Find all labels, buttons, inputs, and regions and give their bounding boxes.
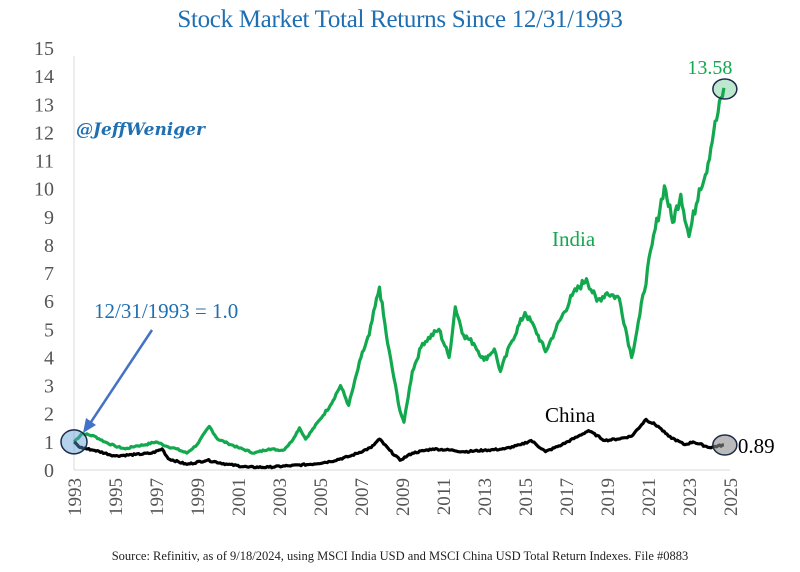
x-tick-label: 2011	[434, 478, 455, 515]
y-tick-label: 1	[44, 432, 54, 454]
end-markers	[60, 78, 738, 456]
start-marker	[60, 429, 88, 455]
y-tick-label: 5	[44, 319, 54, 341]
y-tick-label: 8	[44, 235, 54, 257]
y-tick-label: 0	[44, 460, 54, 482]
series-line-china	[73, 417, 725, 470]
x-tick-label: 2023	[680, 478, 701, 516]
y-tick-label: 10	[34, 179, 54, 201]
annotation-arrow	[87, 329, 154, 426]
x-tick-label: 2017	[557, 478, 578, 516]
axes	[73, 56, 730, 471]
y-tick-label: 7	[44, 263, 54, 285]
y-tick-label: 13	[34, 94, 54, 116]
y-tick-label: 3	[44, 376, 54, 398]
china-end-marker	[712, 434, 738, 456]
chart-title: Stock Market Total Returns Since 12/31/1…	[177, 6, 623, 33]
source-note: Source: Refinitiv, as of 9/18/2024, usin…	[111, 549, 689, 563]
x-tick-label: 2015	[516, 478, 537, 516]
x-tick-label: 2005	[311, 478, 332, 516]
x-tick-label: 2009	[393, 478, 414, 516]
y-tick-label: 9	[44, 207, 54, 229]
y-tick-label: 12	[34, 122, 54, 144]
series-line-india	[72, 87, 726, 455]
x-tick-label: 2001	[229, 478, 250, 516]
x-tick-label: 1993	[65, 478, 86, 516]
india-end-value: 13.58	[687, 57, 732, 79]
x-tick-label: 2013	[475, 478, 496, 516]
x-tick-label: 2025	[721, 478, 742, 516]
y-tick-label: 2	[44, 404, 54, 426]
india-end-marker	[712, 78, 738, 100]
x-axis-ticks: 1993 1995 1997 1999 2001 2003 2005 2007 2009 2011…	[65, 478, 742, 516]
x-tick-label: 2003	[270, 478, 291, 516]
series-lines	[72, 87, 726, 470]
x-tick-label: 2019	[598, 478, 619, 516]
x-tick-label: 1999	[188, 478, 209, 516]
x-tick-label: 1995	[106, 478, 127, 516]
china-series-label: China	[545, 403, 596, 427]
y-tick-label: 15	[34, 38, 54, 60]
chart-labels: 13.58 0.89 India China @JeffWeniger 12/31/199…	[76, 57, 775, 458]
china-end-value: 0.89	[738, 434, 775, 458]
y-tick-label: 11	[35, 151, 54, 173]
x-tick-label: 2021	[639, 478, 660, 516]
y-tick-label: 14	[34, 66, 54, 88]
annotation-arrowhead	[83, 418, 96, 433]
x-tick-label: 2007	[352, 478, 373, 516]
y-tick-label: 4	[44, 347, 54, 369]
watermark-handle: @JeffWeniger	[76, 120, 206, 140]
baseline-annotation: 12/31/1993 = 1.0	[94, 299, 238, 323]
india-series-label: India	[552, 227, 596, 251]
y-tick-label: 6	[44, 291, 54, 313]
x-tick-label: 1997	[147, 478, 168, 516]
